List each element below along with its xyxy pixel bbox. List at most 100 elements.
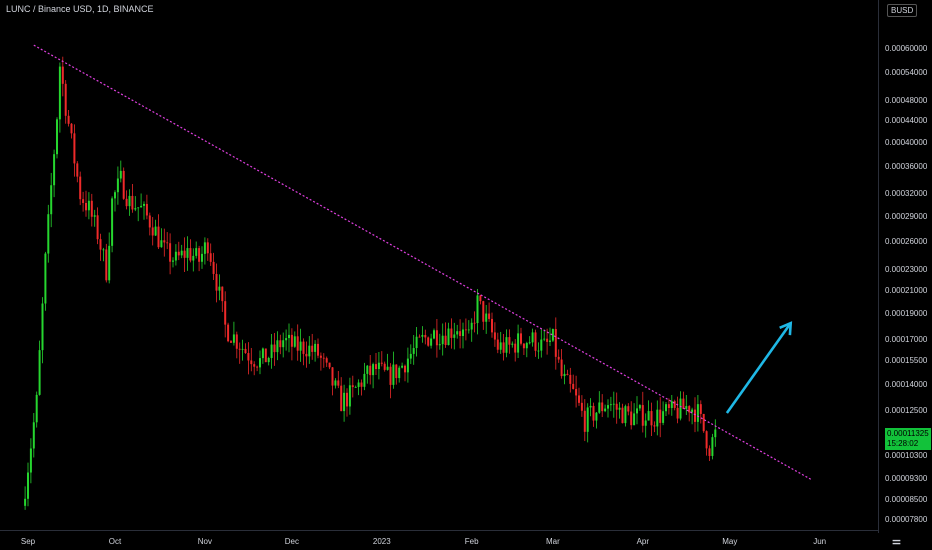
candle-body <box>180 250 183 256</box>
candle-body <box>650 411 653 426</box>
candle-body <box>93 215 96 217</box>
candle-body <box>409 353 412 359</box>
chart-title: LUNC / Binance USD, 1D, BINANCE <box>6 4 154 14</box>
last-price: 0.00011325 <box>887 429 929 438</box>
candle-body <box>259 358 261 368</box>
y-tick-label: 0.00008500 <box>885 495 928 505</box>
candle-body <box>424 334 427 338</box>
candle-body <box>441 335 444 345</box>
candle-body <box>435 330 438 346</box>
candle-body <box>705 431 708 449</box>
candle-body <box>572 383 575 389</box>
y-tick-label: 0.00036000 <box>885 161 928 171</box>
candle-body <box>67 115 70 124</box>
candle-body <box>462 329 464 337</box>
candle-body <box>143 203 145 206</box>
candle-body <box>357 382 360 387</box>
y-tick-label: 0.00048000 <box>885 95 928 105</box>
candle-body <box>482 301 485 322</box>
candle-body <box>488 313 491 319</box>
candle-body <box>102 249 105 251</box>
candle-body <box>250 360 253 365</box>
candle-body <box>325 358 328 363</box>
candle-body <box>137 207 140 209</box>
candle-body <box>328 362 331 368</box>
candle-body <box>392 364 395 385</box>
candle-body <box>183 250 186 258</box>
candle-body <box>119 170 122 179</box>
x-tick-label: Sep <box>20 537 36 546</box>
candle-body <box>241 348 244 350</box>
candles-layer <box>24 56 717 510</box>
candle-body <box>244 348 247 354</box>
currency-badge[interactable]: BUSD <box>887 4 918 17</box>
candle-body <box>418 336 421 338</box>
candle-body <box>331 367 334 386</box>
x-tick-label: May <box>722 537 738 546</box>
candle-body <box>667 404 670 409</box>
candle-body <box>232 334 235 343</box>
candle-body <box>621 407 624 424</box>
candle-body <box>557 356 560 360</box>
tradingview-logo[interactable]: ⚌ <box>878 533 932 550</box>
x-tick-label: Jun <box>813 537 827 546</box>
candle-body <box>221 286 224 302</box>
candle-body <box>412 348 415 354</box>
candle-body <box>145 203 148 216</box>
candle-body <box>64 83 67 116</box>
candle-body <box>493 332 496 340</box>
candle-body <box>203 242 206 254</box>
y-tick-label: 0.00019000 <box>885 309 928 319</box>
candle-body <box>114 192 116 199</box>
candle-body <box>96 215 99 240</box>
tradingview-logo-icon: ⚌ <box>892 536 901 547</box>
candle-body <box>348 385 351 407</box>
candle-body <box>105 249 108 281</box>
candle-body <box>520 333 522 344</box>
candle-body <box>140 205 143 208</box>
y-tick-label: 0.00017000 <box>885 335 928 345</box>
candle-body <box>673 401 676 408</box>
candle-body <box>32 422 35 449</box>
candle-body <box>430 338 433 346</box>
candle-body <box>247 353 250 361</box>
candle-body <box>206 242 209 254</box>
y-tick-label: 0.00007800 <box>885 515 928 524</box>
candle-body <box>172 260 174 262</box>
candle-body <box>319 355 322 358</box>
candle-body <box>641 405 644 426</box>
candle-body <box>662 411 665 423</box>
candle-body <box>598 402 601 413</box>
candle-body <box>485 313 488 322</box>
candle-body <box>90 200 93 217</box>
candle-body <box>354 386 357 388</box>
candle-body <box>279 340 282 348</box>
candle-body <box>363 373 366 387</box>
candle-body <box>549 340 551 342</box>
candle-body <box>702 413 705 432</box>
candle-body <box>56 119 58 155</box>
candle-body <box>195 248 198 256</box>
candle-body <box>415 336 418 349</box>
time-axis[interactable] <box>0 530 878 550</box>
candle-body <box>35 394 38 423</box>
candle-body <box>546 338 549 342</box>
candle-body <box>563 373 566 377</box>
candle-body <box>389 366 392 385</box>
price-chart[interactable] <box>0 0 878 530</box>
candle-body <box>293 336 296 347</box>
price-scale[interactable] <box>878 0 932 550</box>
candle-body <box>261 348 264 359</box>
candle-body <box>192 255 195 261</box>
candle-body <box>551 328 554 341</box>
candle-body <box>612 403 615 405</box>
candle-body <box>453 334 456 338</box>
candle-body <box>366 365 369 374</box>
candle-body <box>653 425 656 427</box>
candle-body <box>116 178 119 193</box>
candle-body <box>578 395 580 403</box>
candle-body <box>479 295 482 302</box>
candle-body <box>186 248 189 258</box>
candle-body <box>166 242 169 244</box>
candle-body <box>406 358 409 373</box>
